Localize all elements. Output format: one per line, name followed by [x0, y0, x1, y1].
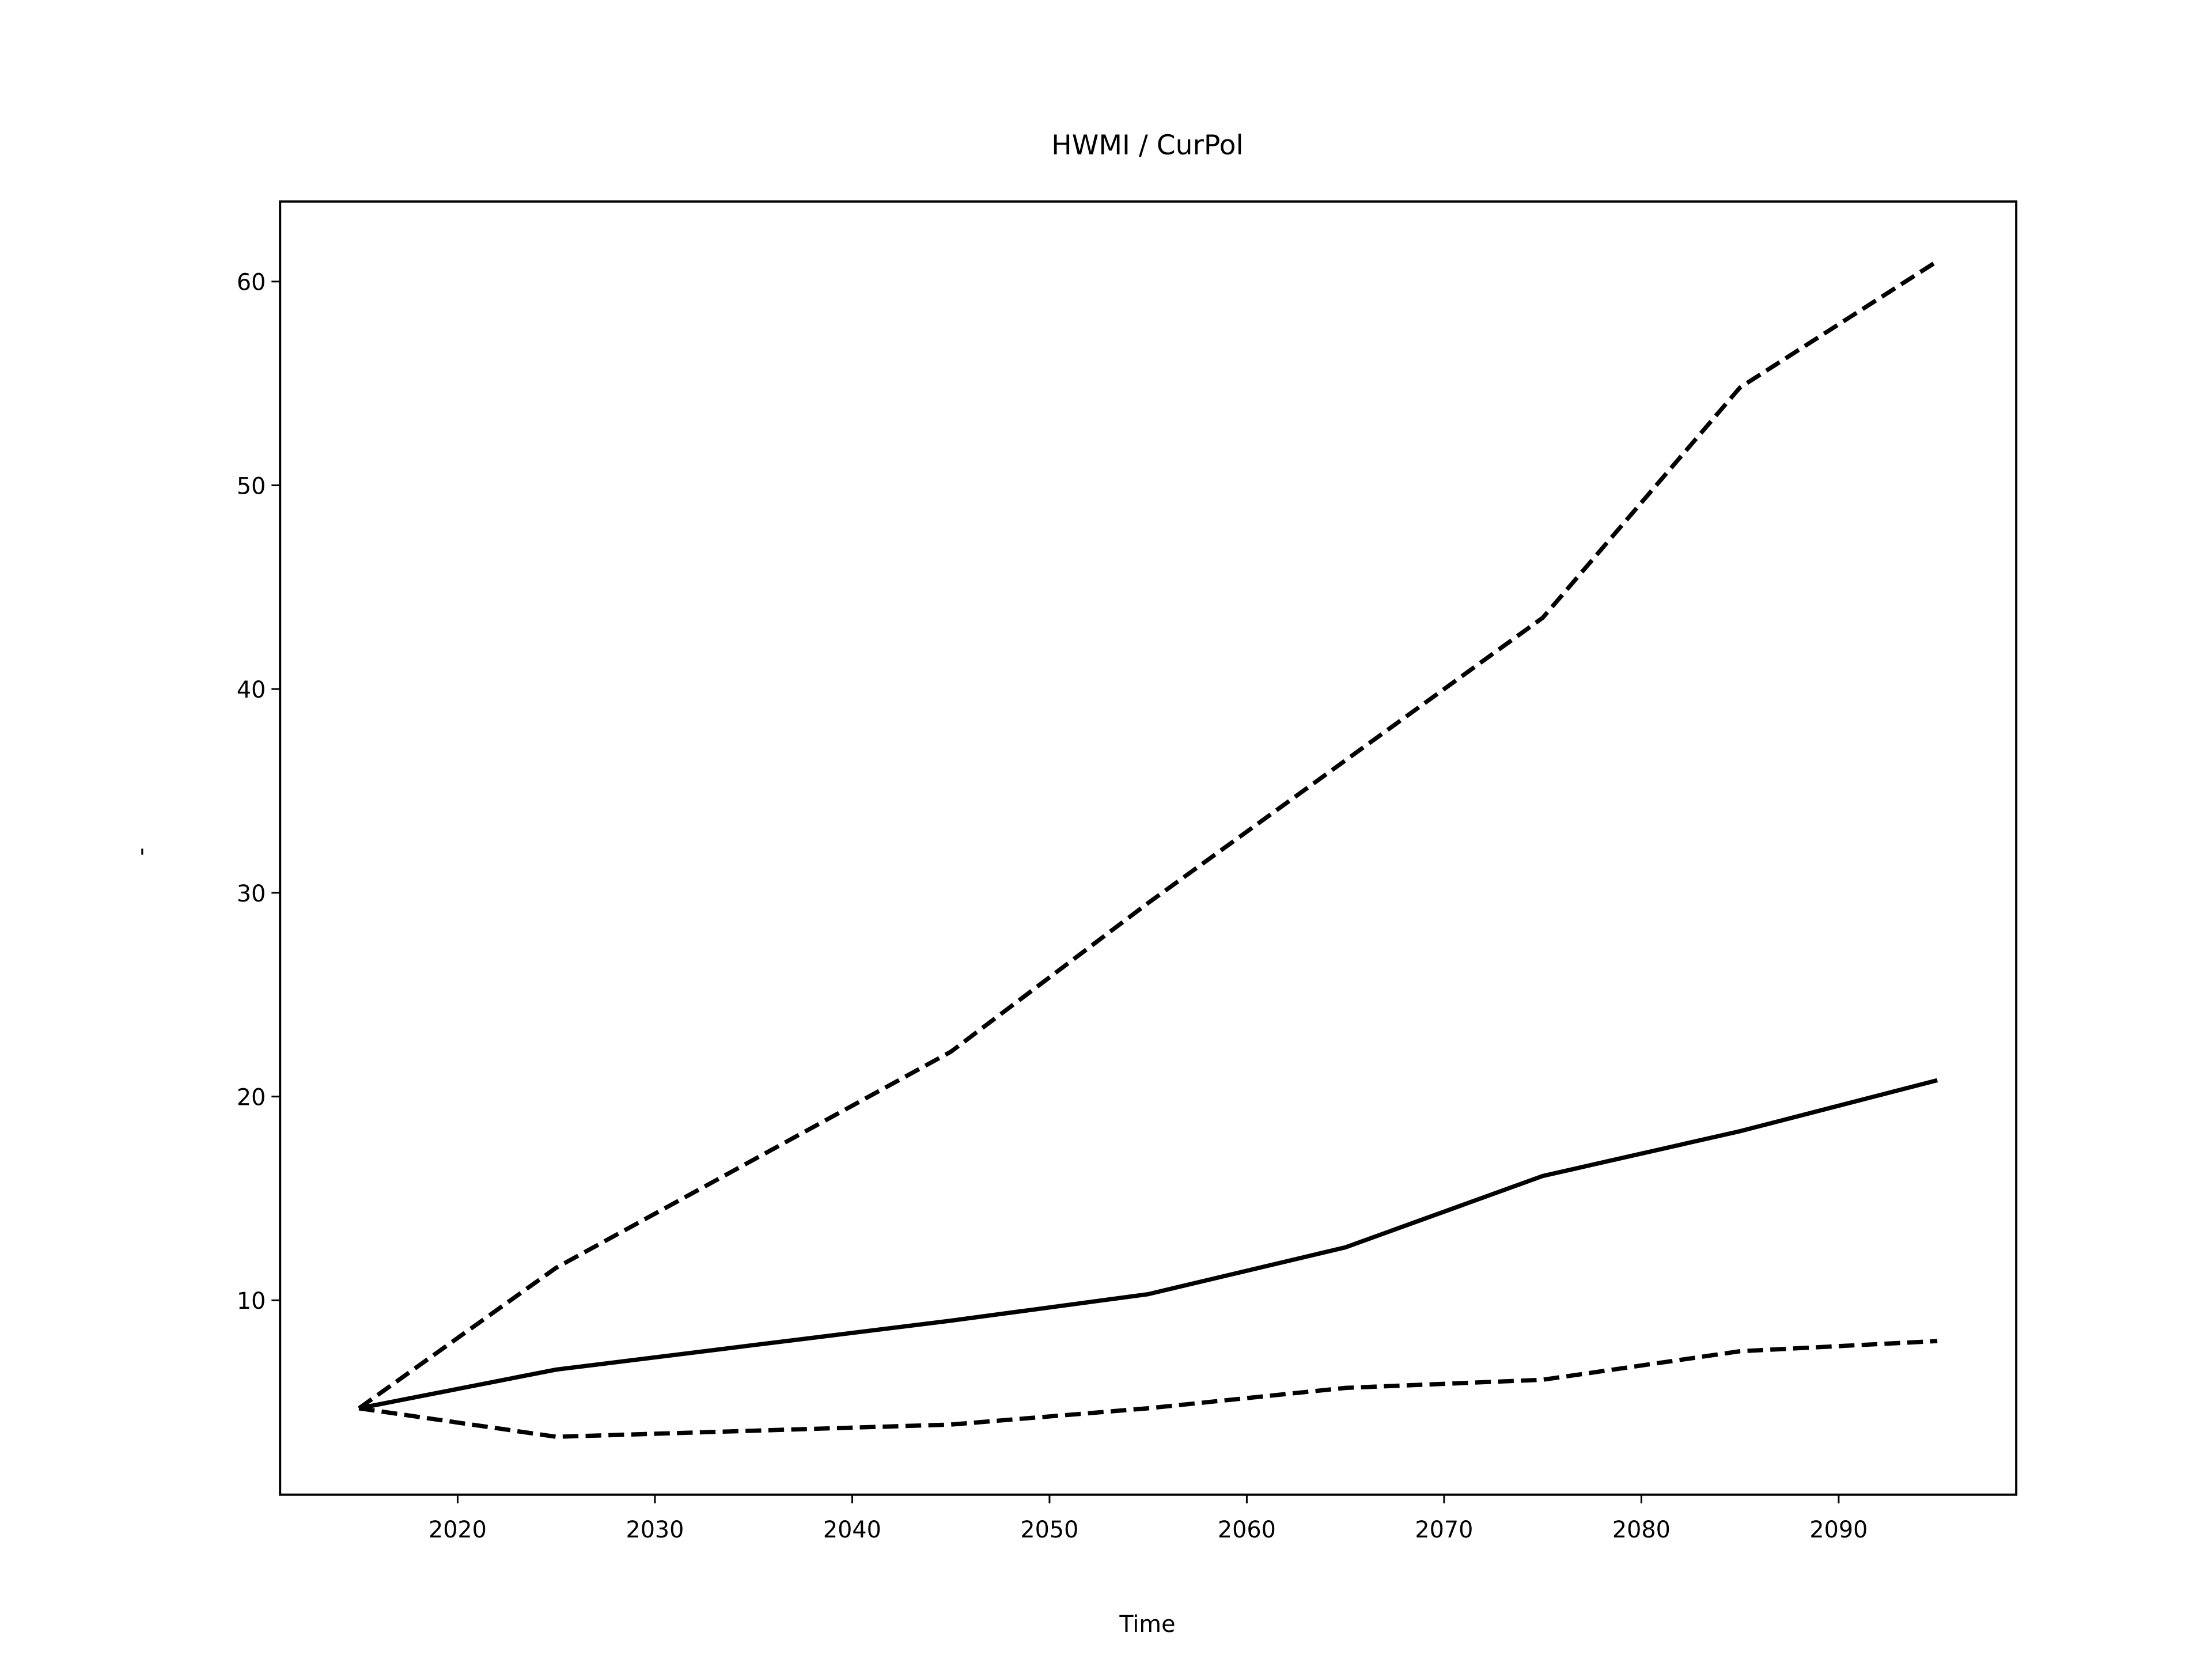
- y-axis-label: -: [128, 847, 154, 855]
- y-tick-label: 20: [237, 1084, 266, 1111]
- x-tick-label: 2040: [823, 1517, 881, 1543]
- series-line: [358, 1078, 1938, 1411]
- x-tick-label: 2050: [1020, 1517, 1078, 1543]
- y-tick-label: 50: [237, 473, 266, 499]
- y-tick-label: 30: [237, 881, 266, 907]
- series-line: [358, 1339, 1938, 1440]
- x-tick-label: 2080: [1612, 1517, 1671, 1543]
- x-axis-label: Time: [1119, 1611, 1175, 1638]
- x-tick-label: 2070: [1415, 1517, 1473, 1543]
- y-tick-label: 60: [237, 270, 266, 296]
- chart-title: HWMI / CurPol: [1051, 130, 1243, 161]
- x-tick-label: 2020: [429, 1517, 487, 1543]
- x-tick-label: 2030: [626, 1517, 684, 1543]
- plot-frame: [279, 200, 2018, 1496]
- series-line: [358, 259, 1939, 1410]
- x-tick-label: 2090: [1809, 1517, 1868, 1543]
- x-tick-label: 2060: [1218, 1517, 1276, 1543]
- y-tick-label: 40: [237, 677, 266, 703]
- y-tick-label: 10: [237, 1288, 266, 1315]
